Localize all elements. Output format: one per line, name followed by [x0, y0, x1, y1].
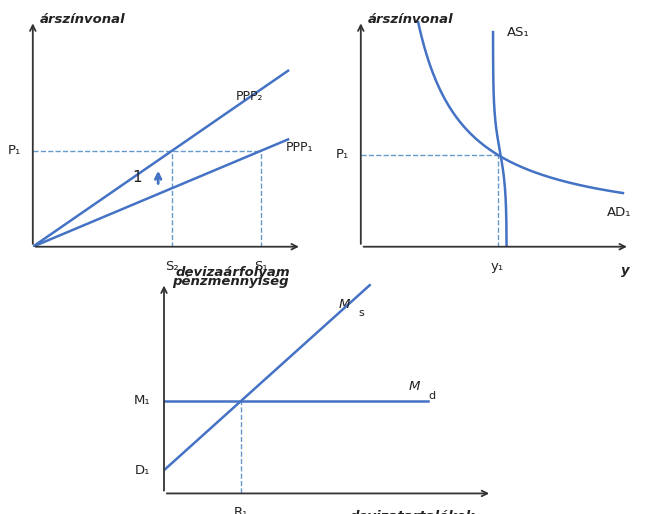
Text: devizaárfolyam: devizaárfolyam [176, 266, 291, 279]
Text: 1: 1 [133, 170, 142, 185]
Text: M₁: M₁ [133, 394, 150, 407]
Text: PPP₁: PPP₁ [286, 140, 314, 154]
Text: AD₁: AD₁ [607, 206, 632, 219]
Text: R₁: R₁ [234, 506, 249, 514]
Text: árszínvonal: árszínvonal [39, 13, 125, 26]
Text: árszínvonal: árszínvonal [367, 13, 453, 26]
Text: P₁: P₁ [336, 148, 350, 161]
Text: S₂: S₂ [165, 260, 178, 273]
Text: y₁: y₁ [491, 260, 504, 273]
Text: s: s [359, 308, 364, 318]
Text: y: y [621, 264, 630, 277]
Text: AS₁: AS₁ [506, 26, 529, 39]
Text: PPP₂: PPP₂ [236, 89, 263, 103]
Text: devizatartalékok: devizatartalékok [350, 509, 476, 514]
Text: M: M [339, 298, 350, 311]
Text: S₁: S₁ [254, 260, 268, 273]
Text: d: d [428, 391, 435, 400]
Text: pénzmennyiség: pénzmennyiség [173, 275, 289, 288]
Text: M: M [409, 380, 420, 393]
Text: P₁: P₁ [8, 144, 22, 157]
Text: D₁: D₁ [134, 464, 150, 476]
